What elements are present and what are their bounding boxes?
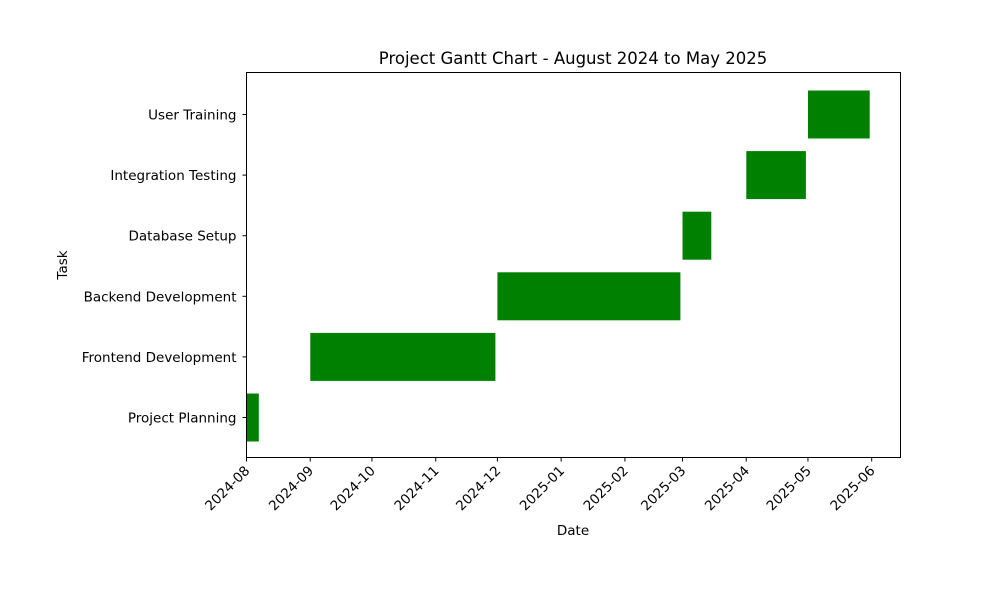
x-axis-ticks: 2024-08 2024-09 2024-10 2024-11 2024-12 2025-… xyxy=(202,457,879,514)
task-bar xyxy=(246,393,259,442)
task-bar xyxy=(682,211,712,260)
task-bar xyxy=(497,272,681,321)
task-bar xyxy=(808,90,870,139)
y-tick-label: Integration Testing xyxy=(110,168,236,184)
y-tick-label: Frontend Development xyxy=(82,350,237,366)
y-tick-label: Backend Development xyxy=(84,289,237,305)
x-tick-label: 2025-02 xyxy=(581,463,632,514)
x-tick-label: 2025-04 xyxy=(702,463,753,514)
x-tick-label: 2024-09 xyxy=(266,463,317,514)
y-tick-label: User Training xyxy=(148,108,236,124)
x-tick-label: 2025-01 xyxy=(517,463,568,514)
x-axis-label: Date xyxy=(557,523,589,539)
x-tick-label: 2024-08 xyxy=(202,463,253,514)
task-bar xyxy=(310,332,496,381)
x-tick-label: 2025-05 xyxy=(764,463,815,514)
plot-frame xyxy=(246,72,901,458)
y-tick-label: Project Planning xyxy=(128,411,237,427)
chart-title: Project Gantt Chart - August 2024 to May… xyxy=(379,49,767,68)
task-bars xyxy=(246,90,870,442)
y-axis-label: Task xyxy=(55,250,71,280)
task-bar xyxy=(746,151,806,200)
x-tick-label: 2024-12 xyxy=(453,463,504,514)
x-tick-label: 2025-06 xyxy=(827,463,878,514)
x-tick-label: 2024-10 xyxy=(328,463,379,514)
x-tick-label: 2024-11 xyxy=(391,463,442,514)
y-axis-ticks: Project Planning Frontend Development Back… xyxy=(82,108,247,427)
x-tick-label: 2025-03 xyxy=(638,463,689,514)
y-tick-label: Database Setup xyxy=(129,229,237,245)
